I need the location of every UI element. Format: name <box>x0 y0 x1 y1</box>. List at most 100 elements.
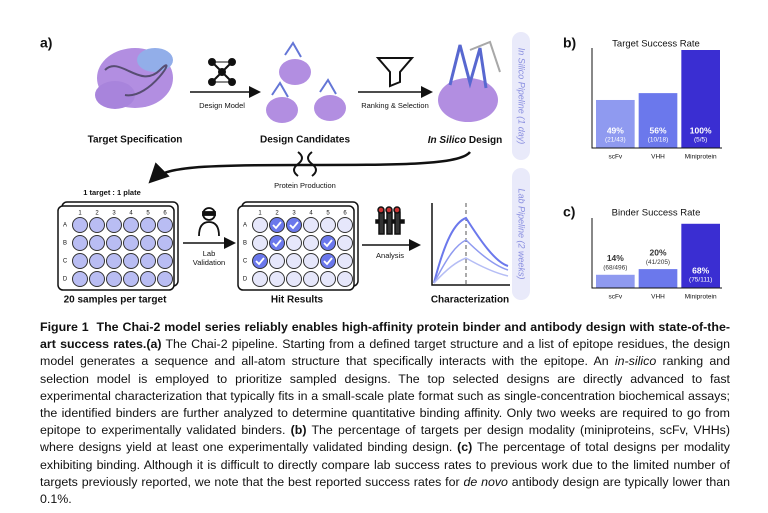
arrow <box>148 151 471 184</box>
well <box>303 253 319 269</box>
plate-column: 5 <box>146 211 150 217</box>
well <box>106 271 122 287</box>
well <box>252 217 268 233</box>
axis <box>591 218 722 289</box>
well <box>269 217 285 233</box>
well <box>337 253 353 269</box>
pill <box>512 168 530 300</box>
bar <box>681 223 720 288</box>
value-label: 100% <box>690 125 712 135</box>
well <box>89 217 105 233</box>
bar <box>596 274 635 288</box>
well <box>320 235 336 251</box>
x-tick-label: Miniprotein <box>685 154 717 161</box>
plate: 1 2 3 4 5 6 A B C D <box>237 201 359 291</box>
plate-row: A <box>63 223 67 229</box>
plate-column: 6 <box>163 211 167 217</box>
x-tick-label: VHH <box>651 154 665 161</box>
label: Design Model <box>199 101 245 110</box>
value-label: 49% <box>607 125 624 135</box>
bar <box>638 269 678 288</box>
protein-icon <box>95 48 173 109</box>
chart-title: Binder Success Rate <box>612 208 701 219</box>
well <box>89 271 105 287</box>
label: 20 samples per target <box>64 295 167 306</box>
value-label: 20% <box>649 247 666 257</box>
plate-row: B <box>63 241 67 247</box>
caption-part: The percentage of targets per design mod… <box>40 423 731 455</box>
plate-column: 2 <box>275 211 279 217</box>
well <box>157 217 173 233</box>
well <box>320 253 336 269</box>
caption: Figure 1 The Chai-2 model series reliabl… <box>40 319 730 508</box>
label: Validation <box>193 258 225 267</box>
well <box>72 217 88 233</box>
panel-label: a) <box>40 35 52 51</box>
caption-part: The Chai-2 pipeline. Starting from a def… <box>40 337 730 369</box>
well <box>269 235 285 251</box>
bar <box>681 50 720 148</box>
value-label: 56% <box>649 125 666 135</box>
caption-part: ranking and selection model is employed … <box>40 354 730 438</box>
well <box>269 253 285 269</box>
plate-row: D <box>243 277 248 283</box>
caption-part: (b) <box>290 423 307 438</box>
value-label: 14% <box>607 253 624 263</box>
caption-part: de novo <box>463 474 508 489</box>
well <box>337 235 353 251</box>
well <box>320 217 336 233</box>
label: Design Candidates <box>260 135 350 146</box>
funnel-icon <box>375 57 415 88</box>
plate-column: 4 <box>309 211 313 217</box>
label-rest: Design <box>469 135 502 146</box>
figure: a) Target Specification Design Model Des… <box>40 32 722 306</box>
bar <box>638 93 678 148</box>
candidates-icon <box>266 41 346 123</box>
well <box>286 253 302 269</box>
panel-label: b) <box>563 35 576 51</box>
count-label: (75/111) <box>689 277 712 284</box>
well <box>140 253 156 269</box>
well <box>252 271 268 287</box>
plate-row: C <box>243 259 248 265</box>
x-tick-label: scFv <box>608 294 622 301</box>
check <box>323 239 333 248</box>
plate-column: 5 <box>326 211 330 217</box>
well <box>286 217 302 233</box>
plate: 1 2 3 4 5 6 A B C D <box>57 201 179 291</box>
chart-title: Target Success Rate <box>612 39 700 50</box>
count-label: (5/5) <box>694 137 707 144</box>
design-icon <box>438 40 501 122</box>
plate-row: D <box>63 277 68 283</box>
x-tick-label: Miniprotein <box>685 294 717 301</box>
label: Lab <box>203 249 216 258</box>
plate-row: B <box>243 241 247 247</box>
well <box>320 271 336 287</box>
plate-column: 2 <box>95 211 99 217</box>
panel-label: c) <box>563 204 575 220</box>
check <box>272 221 282 230</box>
value-label: 68% <box>692 265 709 275</box>
caption-part: antibody design are typically lower than… <box>40 474 731 507</box>
axis <box>591 48 722 149</box>
check <box>272 239 282 248</box>
well <box>157 253 173 269</box>
well <box>303 271 319 287</box>
label: Characterization <box>431 295 509 306</box>
well <box>106 217 122 233</box>
plate-row: C <box>63 259 68 265</box>
x-tick-label: scFv <box>608 154 622 161</box>
well <box>303 235 319 251</box>
plate-column: 3 <box>112 211 116 217</box>
well <box>140 217 156 233</box>
check <box>255 257 265 266</box>
caption-part: (c) <box>457 440 473 455</box>
bar <box>596 99 635 148</box>
well <box>106 253 122 269</box>
well <box>286 235 302 251</box>
pill <box>512 32 530 160</box>
label: Hit Results <box>271 295 324 306</box>
check <box>323 257 333 266</box>
caption-part: The percentage of total designs per moda… <box>40 440 730 489</box>
plate-column: 4 <box>129 211 133 217</box>
